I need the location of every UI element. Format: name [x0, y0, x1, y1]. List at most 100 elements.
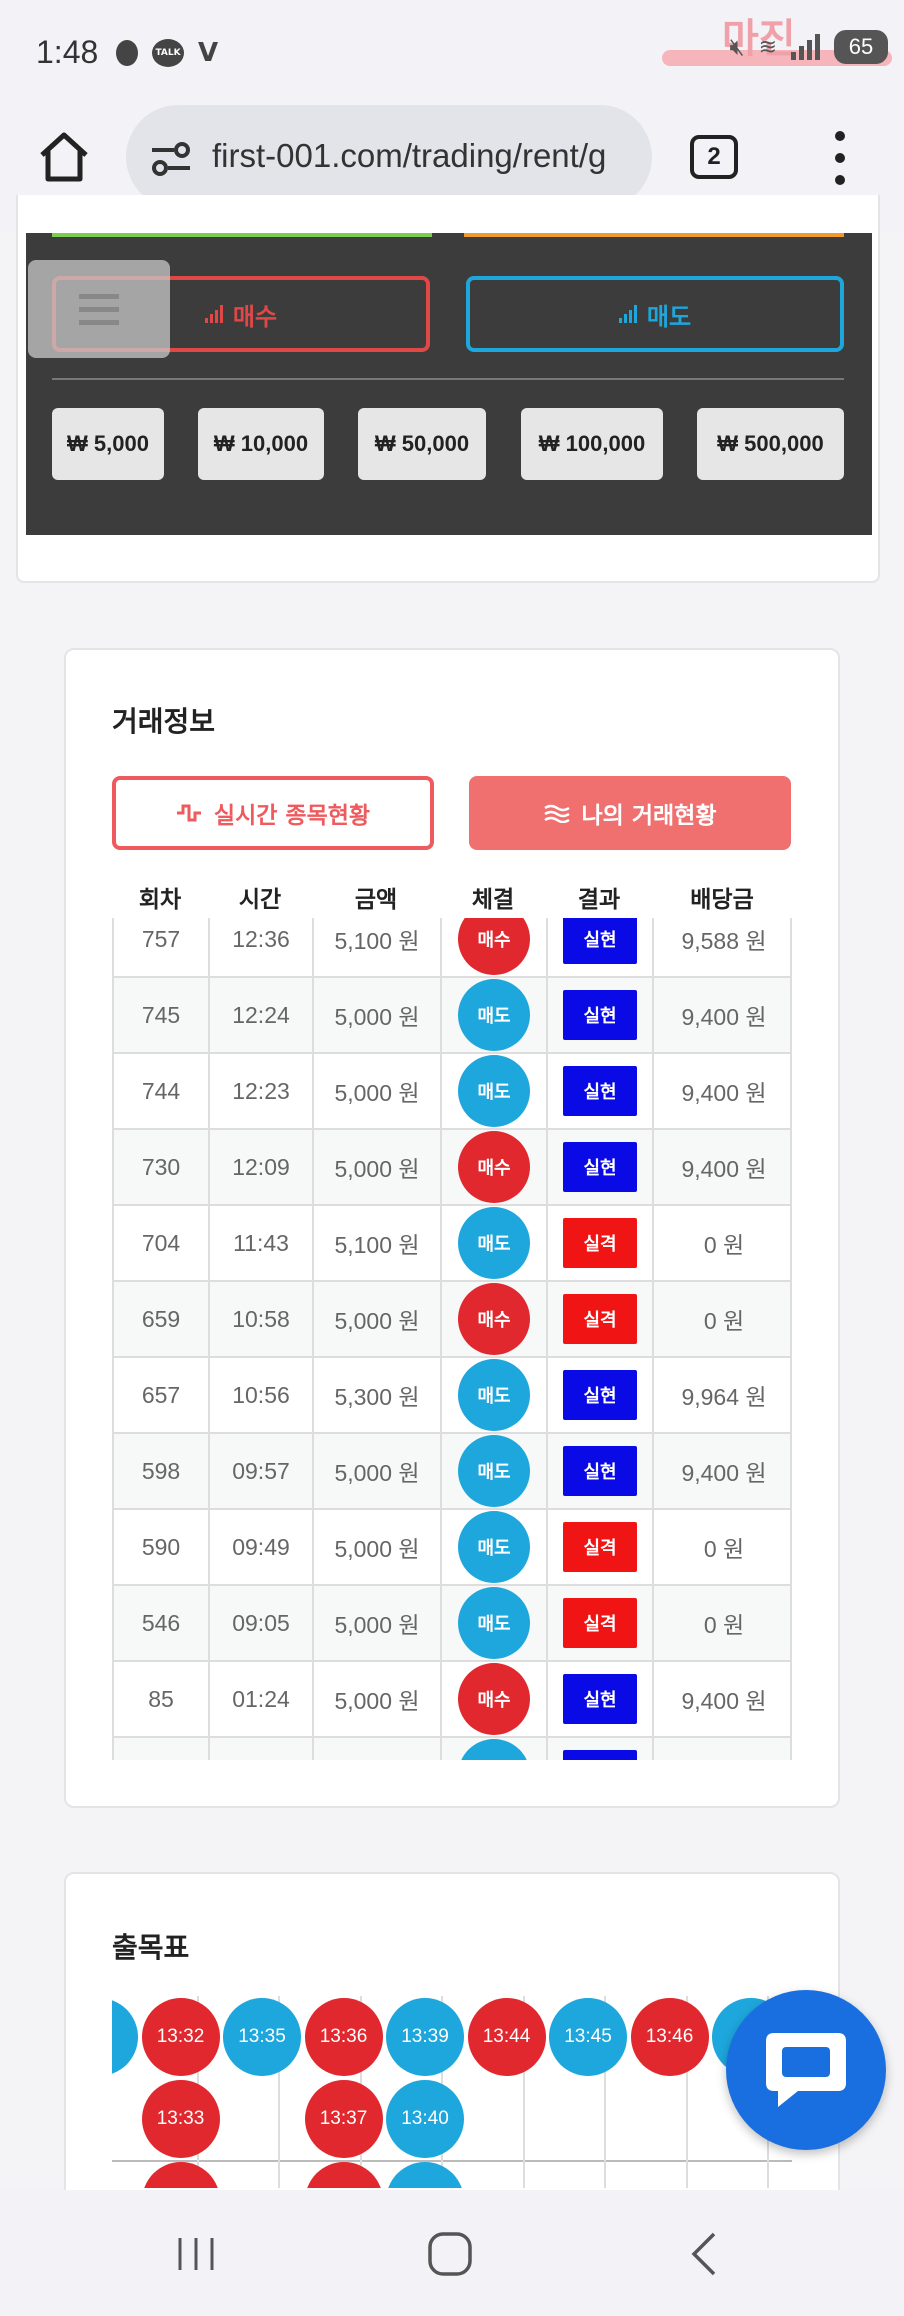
tab-mine-label: 나의 거래현황 [581, 803, 717, 829]
cell-time: 10:58 [210, 1282, 314, 1356]
url-text[interactable]: first-001.com/trading/rent/g [212, 137, 607, 174]
address-bar[interactable]: first-001.com/trading/rent/g [126, 105, 652, 209]
history-board[interactable]: 3113:3213:3513:3613:3913:4413:4513:46113… [112, 1996, 792, 2188]
cell-result: 실격 [548, 1510, 654, 1584]
tab-realtime-status[interactable]: 실시간 종목현황 [112, 776, 434, 850]
history-bead: 13:44 [467, 1998, 546, 2076]
cell-round: 757 [114, 918, 210, 976]
cell-result: 실격 [548, 1586, 654, 1660]
cell-payout: 0 원 [703, 1536, 745, 1562]
history-bead: 13:39 [386, 1998, 464, 2076]
history-bead: 31 [112, 1998, 138, 2076]
cell-round: 590 [114, 1510, 210, 1584]
cell-payout: 9,588 원 [681, 928, 767, 954]
back-button[interactable] [674, 2224, 734, 2284]
cell-amount: 5,000 원 [314, 1662, 442, 1736]
signal-icon [791, 34, 820, 60]
amount-button-5000[interactable]: ₩ 5,000 [52, 408, 164, 480]
cell-round: 730 [114, 1130, 210, 1204]
chat-icon [766, 2033, 846, 2107]
browser-menu-icon[interactable] [832, 131, 848, 185]
amount-button-100000[interactable]: ₩ 100,000 [521, 408, 663, 480]
tab-realtime-label: 실시간 종목현황 [213, 803, 371, 829]
cell-round: 546 [114, 1586, 210, 1660]
cell-execution: 매수 [442, 1282, 548, 1356]
table-row: 85 01:24 5,000 원 매수 실현 9,400 원 [114, 1662, 790, 1738]
green-strip [52, 233, 432, 237]
result-badge: 실격 [563, 1598, 637, 1648]
table-row: 757 12:36 5,100 원 매수 실현 9,588 원 [114, 918, 790, 978]
cell-result: 실현 [548, 1434, 654, 1508]
signal-bars-icon [204, 305, 223, 323]
tab-my-trades[interactable]: 나의 거래현황 [469, 776, 791, 850]
tab-switcher-button[interactable]: 2 [690, 135, 738, 179]
execution-badge: 매도 [458, 1739, 530, 1760]
cell-execution: 매수 [442, 1662, 548, 1736]
table-row: 704 11:43 5,100 원 매도 실격 0 원 [114, 1206, 790, 1282]
mute-icon: 🔇︎ [729, 33, 745, 61]
cell-time: 12:24 [210, 978, 314, 1052]
talk-icon: TALK [152, 39, 184, 67]
history-bead: 13:35 [223, 1998, 301, 2076]
recents-icon [178, 2238, 214, 2270]
cell-round: 598 [114, 1434, 210, 1508]
home-button[interactable] [34, 127, 94, 187]
sell-label: 매도 [646, 302, 692, 331]
cell-amount: 5,000 원 [314, 1130, 442, 1204]
cell-amount: 5,100 원 [314, 1206, 442, 1280]
cell-result [548, 1738, 654, 1760]
cell-result: 실현 [548, 1358, 654, 1432]
cell-result: 실현 [548, 918, 654, 976]
cell-amount: 5,000 원 [314, 978, 442, 1052]
location-icon [116, 40, 138, 66]
cell-payout: 9,964 원 [681, 1384, 767, 1410]
system-icons: 🔇︎ ≋ 65 [729, 30, 888, 64]
cell-payout: 0 원 [703, 1232, 745, 1258]
table-header: 회차 시간 금액 체결 결과 배당금 [112, 880, 792, 920]
cell-payout: 0 원 [703, 1612, 745, 1638]
amount-button-50000[interactable]: ₩ 50,000 [358, 408, 486, 480]
history-bead: 13:40 [386, 2080, 464, 2158]
result-badge: 실현 [563, 1370, 637, 1420]
column-header: 시간 [238, 887, 282, 913]
column-header: 회차 [138, 887, 182, 913]
chat-button[interactable] [726, 1990, 886, 2150]
execution-badge: 매도 [458, 1055, 530, 1127]
battery-icon: 65 [834, 30, 888, 64]
amount-button-10000[interactable]: ₩ 10,000 [198, 408, 324, 480]
cell-result: 실격 [548, 1206, 654, 1280]
cell-round: 744 [114, 1054, 210, 1128]
hamburger-menu-icon[interactable] [28, 260, 170, 358]
execution-badge: 매도 [458, 1511, 530, 1583]
result-badge: 실현 [563, 1066, 637, 1116]
column-header: 배당금 [690, 887, 754, 913]
status-bar: 1:48 TALK Ⅴ 마진 🔇︎ ≋ 65 [0, 0, 904, 105]
cell-amount [314, 1738, 442, 1760]
column-header: 결과 [577, 887, 621, 913]
cell-round: 745 [114, 978, 210, 1052]
cell-time [210, 1738, 314, 1760]
home-square-icon [428, 2232, 472, 2276]
home-nav-button[interactable] [420, 2224, 480, 2284]
result-badge: 실현 [563, 1674, 637, 1724]
amount-button-500000[interactable]: ₩ 500,000 [697, 408, 844, 480]
history-bead: 13:37 [304, 2080, 383, 2158]
back-icon [691, 2232, 716, 2276]
cell-execution: 매도 [442, 1054, 548, 1128]
cell-payout: 0 원 [703, 1308, 745, 1334]
recent-apps-button[interactable] [166, 2224, 226, 2284]
sell-button[interactable]: 매도 [466, 276, 844, 352]
table-row: 590 09:49 5,000 원 매도 실격 0 원 [114, 1510, 790, 1586]
cell-time: 09:05 [210, 1586, 314, 1660]
cell-result: 실현 [548, 978, 654, 1052]
execution-badge: 매도 [458, 1207, 530, 1279]
column-header: 금액 [354, 887, 398, 913]
result-badge [563, 1750, 637, 1760]
table-row: 657 10:56 5,300 원 매도 실현 9,964 원 [114, 1358, 790, 1434]
cell-payout: 9,400 원 [681, 1080, 767, 1106]
waves-icon [543, 804, 570, 823]
site-settings-icon[interactable] [150, 141, 192, 177]
cell-amount: 5,000 원 [314, 1586, 442, 1660]
trade-table-body[interactable]: 757 12:36 5,100 원 매수 실현 9,588 원 745 12:24 5,000 … [112, 918, 792, 1760]
result-badge: 실격 [563, 1294, 637, 1344]
